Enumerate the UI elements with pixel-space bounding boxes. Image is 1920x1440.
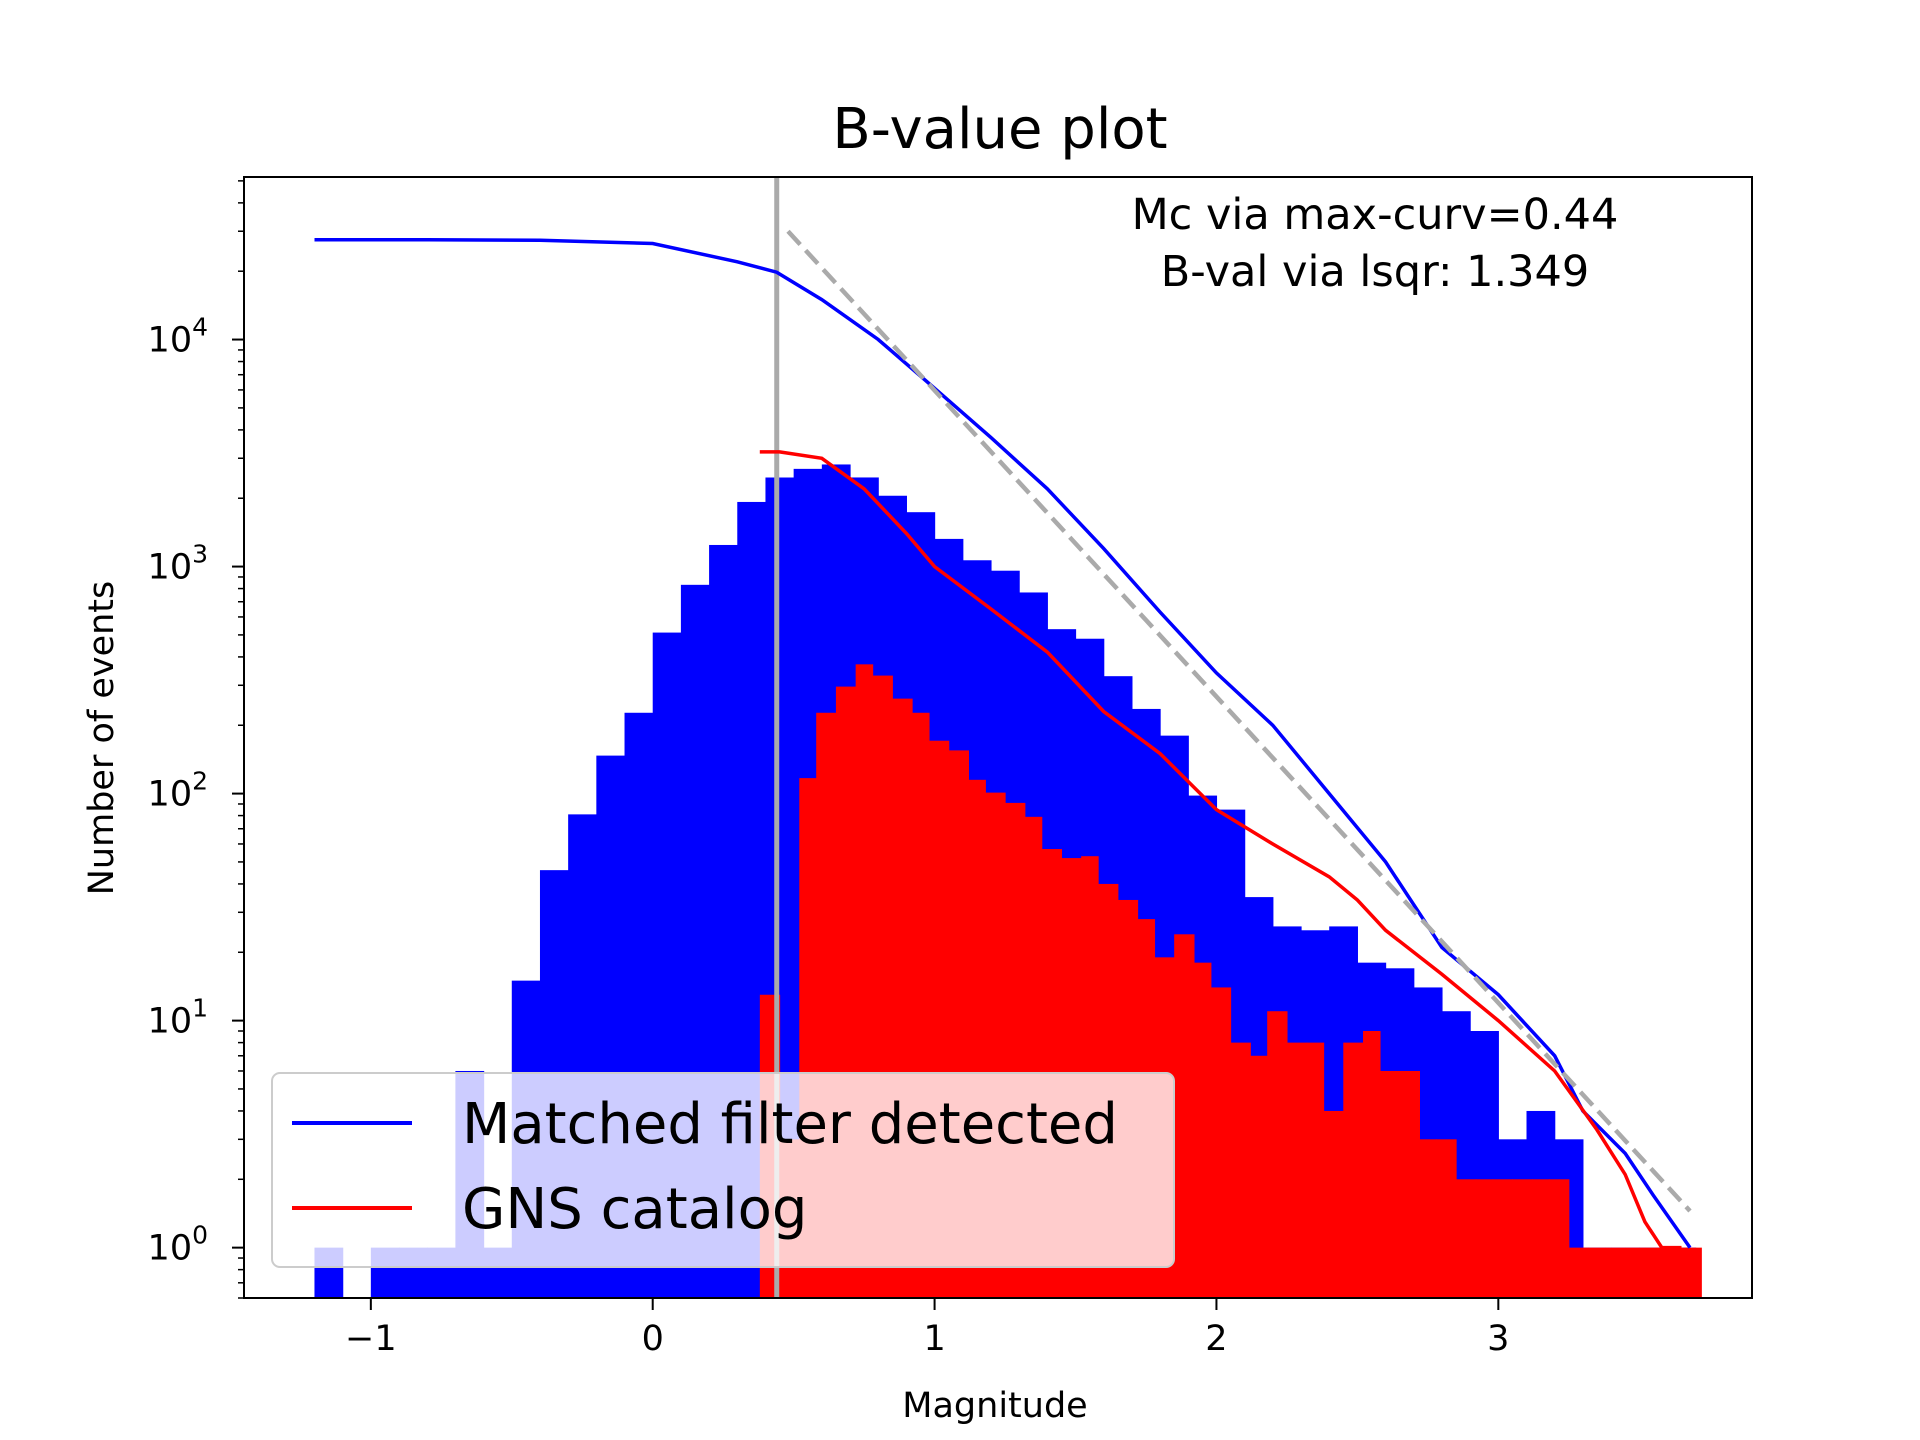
y-tick-label: 101 bbox=[148, 994, 208, 1042]
chart-title: B-value plot bbox=[832, 97, 1167, 162]
gns-catalog-bar bbox=[1492, 1179, 1514, 1298]
gns-catalog-bar bbox=[1343, 1042, 1364, 1298]
gns-catalog-cumulative-line bbox=[759, 450, 1682, 1250]
x-axis-label: Magnitude bbox=[902, 1386, 1087, 1426]
gns-catalog-bar bbox=[1568, 1247, 1590, 1298]
gns-catalog-bar bbox=[1436, 1139, 1457, 1298]
x-tick-label: 1 bbox=[923, 1319, 945, 1359]
legend-box bbox=[271, 1072, 1175, 1268]
legend-label: Matched filter detected bbox=[462, 1092, 1118, 1157]
x-tick-label: 0 bbox=[642, 1319, 664, 1359]
gns-catalog-bar bbox=[1549, 1179, 1570, 1298]
gns-catalog-bar bbox=[1379, 1070, 1401, 1298]
gns-catalog-bar bbox=[1588, 1247, 1607, 1298]
gns-catalog-bar bbox=[1210, 987, 1232, 1298]
gns-catalog-bar bbox=[1174, 934, 1195, 1298]
gns-catalog-bar bbox=[1230, 1042, 1251, 1298]
gns-catalog-bar bbox=[1512, 1179, 1533, 1298]
gns-catalog-bar bbox=[1681, 1247, 1702, 1298]
gns-catalog-bar bbox=[1363, 1031, 1381, 1298]
annotation-text: Mc via max-curv=0.44 bbox=[1132, 190, 1619, 240]
gns-catalog-bar bbox=[1286, 1042, 1308, 1298]
gns-catalog-bar bbox=[1456, 1179, 1477, 1298]
x-tick-label: 3 bbox=[1487, 1319, 1509, 1359]
gns-catalog-bar bbox=[1475, 1179, 1494, 1298]
b-value-fit-line bbox=[786, 229, 1692, 1213]
gns-catalog-bar bbox=[1625, 1247, 1646, 1298]
y-tick-label: 103 bbox=[148, 540, 208, 588]
y-tick-label: 100 bbox=[148, 1221, 208, 1269]
gns-catalog-bar bbox=[1250, 1055, 1268, 1298]
gns-catalog-bar bbox=[1419, 1139, 1437, 1298]
gns-catalog-bar bbox=[1644, 1247, 1663, 1298]
axes-frame bbox=[243, 176, 1753, 1299]
y-axis-label: Number of events bbox=[82, 581, 122, 896]
x-tick-label: 2 bbox=[1205, 1319, 1227, 1359]
annotation-text: B-val via lsqr: 1.349 bbox=[1161, 247, 1590, 297]
gns-catalog-bar bbox=[1661, 1247, 1683, 1298]
y-tick-label: 104 bbox=[148, 313, 208, 361]
legend-label: GNS catalog bbox=[462, 1177, 807, 1242]
gns-catalog-bar bbox=[1193, 962, 1212, 1298]
y-tick-label: 102 bbox=[148, 767, 208, 815]
gns-catalog-bar bbox=[1323, 1110, 1344, 1298]
matched-filter-cumulative-line bbox=[314, 238, 1692, 1249]
gns-catalog-bar bbox=[1532, 1179, 1550, 1298]
x-tick-label: −1 bbox=[345, 1319, 397, 1359]
gns-catalog-bar bbox=[1399, 1070, 1420, 1298]
gns-catalog-bar bbox=[1267, 1011, 1288, 1298]
gns-catalog-bar bbox=[1605, 1247, 1626, 1298]
plot-area: −1 0 1 2 3 100 101 102 103 104 Mc via max-curv=0.4… bbox=[148, 176, 1753, 1359]
gns-catalog-bar bbox=[1306, 1042, 1325, 1298]
